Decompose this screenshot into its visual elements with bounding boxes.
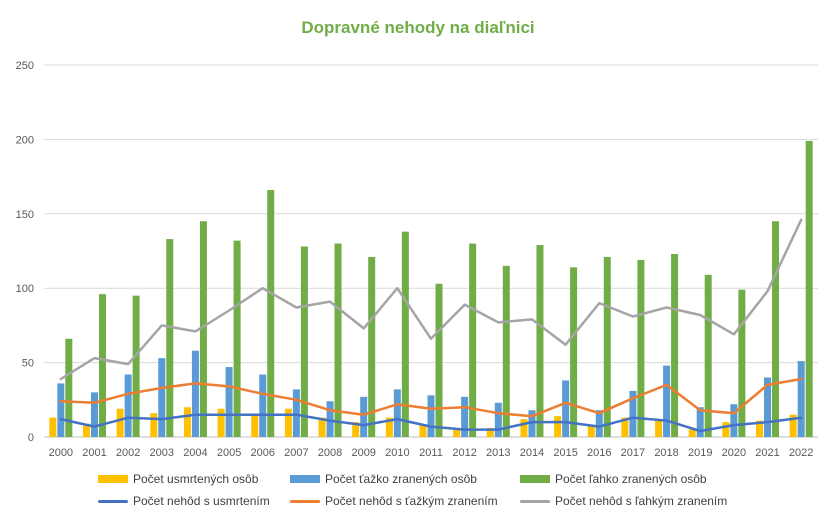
- legend-swatch: [520, 475, 550, 483]
- bar-3-2006: [267, 190, 274, 437]
- bar-3-2001: [99, 294, 106, 437]
- bar-1-2020: [722, 422, 729, 437]
- legend-label: Počet nehôd s ťažkým zranením: [325, 494, 498, 508]
- legend-swatch: [290, 475, 320, 483]
- x-tick-label: 2012: [452, 447, 476, 459]
- x-tick-label: 2006: [250, 447, 274, 459]
- bar-1-2014: [520, 419, 527, 437]
- legend-item: Počet ťažko zranených osôb: [290, 472, 477, 486]
- x-tick-label: 2022: [789, 447, 813, 459]
- bar-1-2006: [251, 415, 258, 437]
- chart-plot: 0 50 100 150 200 250 2000 2001 2002 2003 2004 2005 2…: [0, 0, 836, 522]
- bar-2-2000: [57, 383, 64, 437]
- bar-2-2009: [360, 397, 367, 437]
- bar-2-2012: [461, 397, 468, 437]
- bar-1-2019: [689, 430, 696, 437]
- x-tick-label: 2020: [722, 447, 746, 459]
- legend-item: Počet nehôd s usmrtením: [98, 494, 270, 508]
- bar-3-2022: [806, 141, 813, 437]
- y-tick-label: 250: [16, 60, 34, 72]
- legend-swatch: [98, 475, 128, 483]
- bar-2-2010: [394, 389, 401, 437]
- x-tick-label: 2001: [82, 447, 106, 459]
- bar-3-2003: [166, 239, 173, 437]
- legend-label: Počet nehôd s ľahkým zranením: [555, 494, 727, 508]
- bar-3-2008: [335, 244, 342, 437]
- bar-3-2009: [368, 257, 375, 437]
- legend-label: Počet ľahko zranených osôb: [555, 472, 707, 486]
- y-tick-label: 50: [22, 358, 34, 370]
- x-tick-label: 2009: [351, 447, 375, 459]
- bar-3-2017: [637, 260, 644, 437]
- x-tick-label: 2015: [553, 447, 577, 459]
- bar-2-2013: [495, 403, 502, 437]
- x-tick-label: 2021: [755, 447, 779, 459]
- x-tick-label: 2014: [520, 447, 544, 459]
- bar-2-2003: [158, 358, 165, 437]
- legend-label: Počet usmrtených osôb: [133, 472, 258, 486]
- bar-2-2002: [125, 375, 132, 437]
- legend-item: Počet ľahko zranených osôb: [520, 472, 707, 486]
- x-tick-label: 2010: [385, 447, 409, 459]
- bar-2-2019: [697, 407, 704, 437]
- bar-2-2022: [798, 361, 805, 437]
- x-tick-label: 2019: [688, 447, 712, 459]
- bar-3-2007: [301, 247, 308, 437]
- x-tick-label: 2002: [116, 447, 140, 459]
- bar-2-2004: [192, 351, 199, 437]
- bar-1-2000: [49, 418, 56, 437]
- bar-1-2004: [184, 407, 191, 437]
- legend-label: Počet nehôd s usmrtením: [133, 494, 270, 508]
- bar-3-2019: [705, 275, 712, 437]
- bar-2-2007: [293, 389, 300, 437]
- y-tick-label: 100: [16, 283, 34, 295]
- x-tick-label: 2018: [654, 447, 678, 459]
- y-tick-label: 0: [28, 432, 34, 444]
- bar-2-2001: [91, 392, 98, 437]
- bar-3-2011: [436, 284, 443, 437]
- bar-3-2015: [570, 267, 577, 437]
- bar-3-2002: [133, 296, 140, 437]
- legend-swatch: [520, 500, 550, 503]
- x-tick-label: 2004: [183, 447, 207, 459]
- bar-3-2021: [772, 221, 779, 437]
- bar-1-2015: [554, 416, 561, 437]
- bar-1-2018: [655, 419, 662, 437]
- legend-label: Počet ťažko zranených osôb: [325, 472, 477, 486]
- x-tick-label: 2011: [419, 447, 443, 459]
- x-tick-label: 2013: [486, 447, 510, 459]
- bar-3-2013: [503, 266, 510, 437]
- bar-1-2005: [218, 409, 225, 437]
- bar-2-2011: [428, 395, 435, 437]
- x-tick-label: 2008: [318, 447, 342, 459]
- bar-3-2005: [234, 241, 241, 437]
- x-tick-label: 2016: [587, 447, 611, 459]
- legend-swatch: [290, 500, 320, 503]
- legend-item: Počet nehôd s ľahkým zranením: [520, 494, 727, 508]
- x-tick-label: 2003: [150, 447, 174, 459]
- bar-2-2018: [663, 366, 670, 437]
- y-tick-label: 150: [16, 209, 34, 221]
- x-tick-label: 2000: [49, 447, 73, 459]
- bar-1-2002: [117, 409, 124, 437]
- legend-item: Počet usmrtených osôb: [98, 472, 258, 486]
- y-tick-label: 200: [16, 134, 34, 146]
- bar-3-2018: [671, 254, 678, 437]
- bar-3-2014: [536, 245, 543, 437]
- x-tick-label: 2005: [217, 447, 241, 459]
- x-tick-label: 2017: [621, 447, 645, 459]
- legend-item: Počet nehôd s ťažkým zranením: [290, 494, 498, 508]
- bar-2-2015: [562, 380, 569, 437]
- legend-swatch: [98, 500, 128, 503]
- bar-1-2007: [285, 409, 292, 437]
- bar-2-2005: [226, 367, 233, 437]
- x-tick-label: 2007: [284, 447, 308, 459]
- bar-3-2020: [738, 290, 745, 437]
- bar-2-2006: [259, 375, 266, 437]
- bar-1-2003: [150, 413, 157, 437]
- bar-1-2011: [420, 425, 427, 437]
- bar-2-2020: [730, 404, 737, 437]
